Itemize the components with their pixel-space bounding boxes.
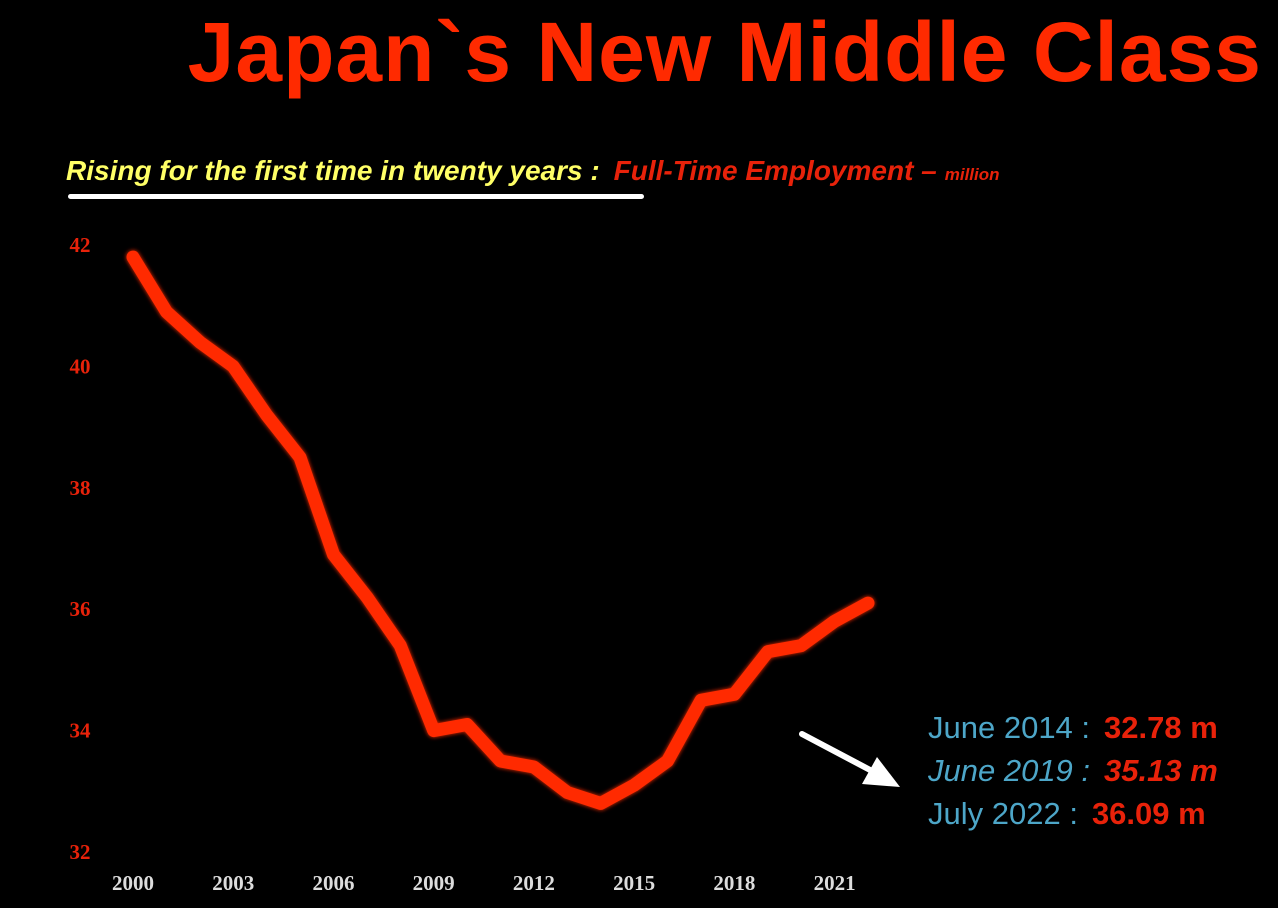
annotation-row: June 2014 : 32.78 m [928, 706, 1218, 749]
y-tick-label: 34 [70, 719, 92, 743]
annotation-value: 35.13 m [1104, 753, 1218, 788]
y-axis: 32 34 36 38 40 42 [70, 233, 92, 864]
annotation-label: July 2022 : [928, 796, 1078, 831]
y-tick-label: 36 [70, 597, 91, 621]
x-tick-label: 2012 [513, 871, 555, 895]
series-line [126, 250, 875, 810]
annotation-value: 32.78 m [1104, 710, 1218, 745]
series-label: Full-Time Employment – [613, 155, 937, 186]
x-tick-label: 2018 [713, 871, 755, 895]
unit-label: million [944, 165, 1000, 184]
y-tick-label: 40 [70, 354, 91, 378]
y-tick-label: 42 [70, 233, 91, 257]
x-tick-label: 2009 [413, 871, 455, 895]
annotation-row: July 2022 : 36.09 m [928, 792, 1218, 835]
x-tick-label: 2006 [312, 871, 354, 895]
annotation-value: 36.09 m [1091, 796, 1206, 831]
highlight-underline [68, 194, 644, 199]
subtitle-highlight: Rising for the first time in twenty year… [66, 155, 600, 186]
x-tick-label: 2003 [212, 871, 254, 895]
x-tick-label: 2015 [613, 871, 655, 895]
annotation-list: June 2014 : 32.78 m June 2019 : 35.13 m Ju… [928, 706, 1218, 835]
x-axis: 2000 2003 2006 2009 2012 2015 2018 2021 [112, 871, 856, 895]
chart-title: Japan`s New Middle Class [187, 5, 1262, 99]
data-points [132, 257, 869, 804]
x-tick-label: 2021 [814, 871, 856, 895]
annotation-label: June 2014 : [928, 710, 1091, 745]
subtitle: Rising for the first time in twenty year… [66, 155, 1000, 187]
annotation-row: June 2019 : 35.13 m [928, 749, 1218, 792]
y-tick-label: 32 [70, 840, 91, 864]
annotation-label: June 2019 : [928, 753, 1091, 788]
y-tick-label: 38 [70, 476, 91, 500]
arrow-icon [799, 731, 900, 787]
x-tick-label: 2000 [112, 871, 154, 895]
